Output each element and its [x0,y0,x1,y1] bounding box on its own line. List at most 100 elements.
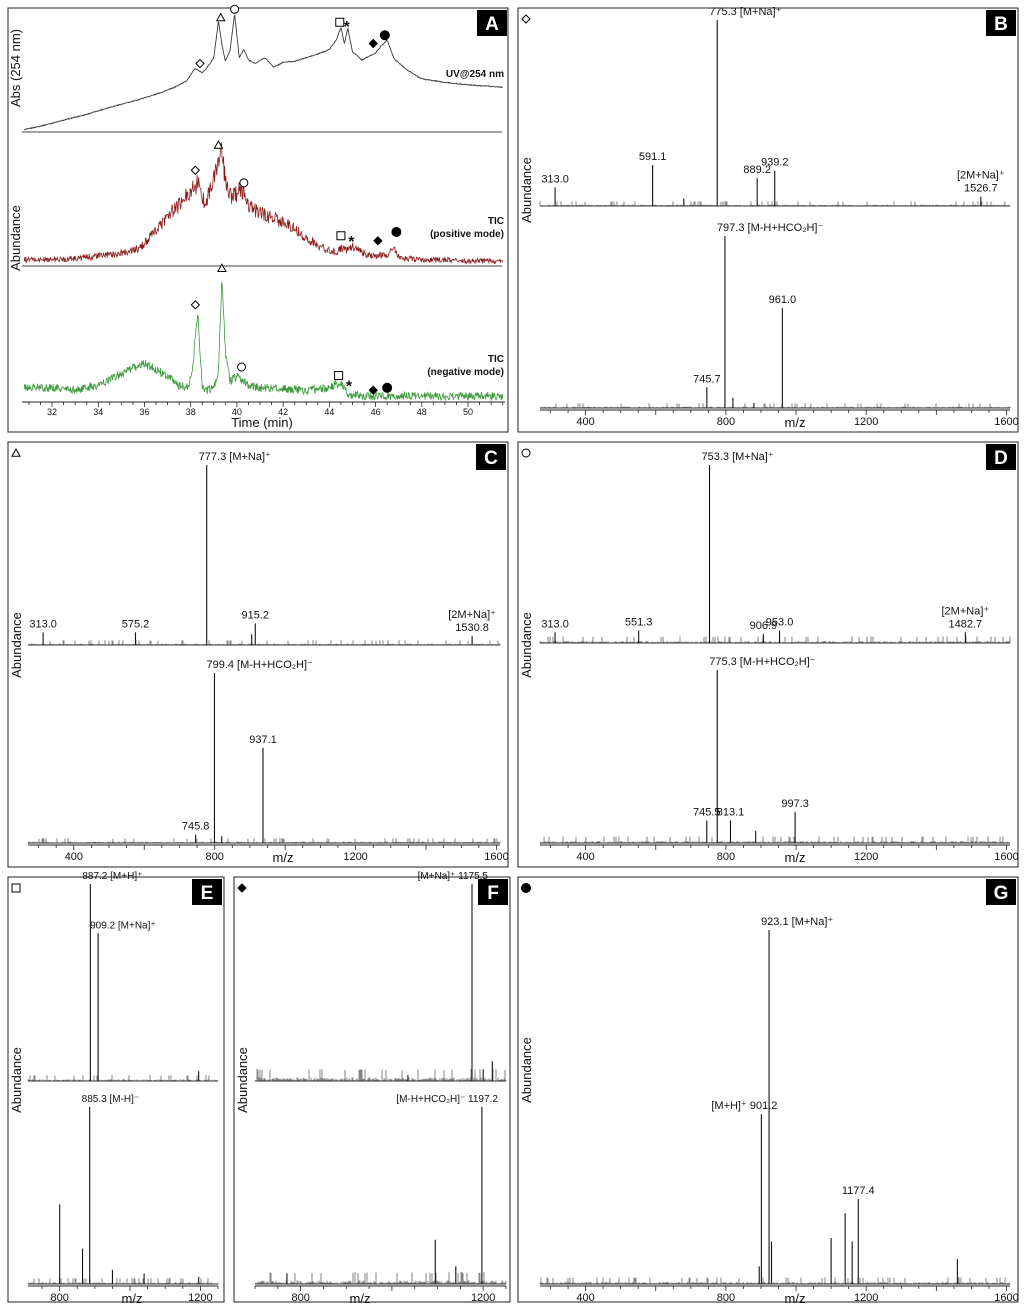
mz-tick-label: 800 [717,1292,735,1304]
panel-frame-E [7,876,225,1303]
peak-label: [M+H]⁺ 901.2 [711,1100,777,1112]
compound-marker-F-shape [237,883,247,893]
mz-tick-label: 1200 [854,851,878,863]
mz-tick-label: 800 [291,1292,309,1304]
peak-marker-circle-filled [379,30,390,41]
peak-marker-circle-open-shape [237,362,247,372]
compound-marker-G [521,883,531,893]
peak-marker-square-open-shape [334,371,344,381]
peak-label: 885.3 [M-H]⁻ [82,1094,140,1105]
mz-tick-label: 1600 [994,851,1018,863]
time-tick-label: 46 [371,407,381,417]
time-tick-label: 44 [324,407,334,417]
panel-label-box-E [192,879,222,905]
compound-marker-G-shape [521,883,531,893]
mz-tick-label: 1200 [854,1292,878,1304]
peak-label: 797.3 [M-H+HCO₂H]⁻ [717,222,824,234]
time-axis-title: Time (min) [231,415,293,430]
peak-marker-triangle-open [213,140,224,149]
time-tick-label: 38 [186,407,196,417]
peak-marker-circle-filled [382,382,393,393]
time-tick-label: 36 [139,407,149,417]
mz-tick-label: 1200 [343,851,367,863]
compound-marker-D [521,448,531,458]
panel-label-box-C [476,444,506,470]
mz-axis-title: m/z [785,1291,806,1306]
peak-marker-asterisk: * [344,19,351,36]
peak-marker-circle-filled-shape [379,30,390,41]
mz-tick-label: 400 [576,416,594,428]
panel-frame-D [517,441,1019,868]
panel-frame-F [233,876,511,1303]
mz-tick-label: 400 [576,851,594,863]
peak-marker-square-open-shape [336,231,346,241]
panel-label-E: E [201,883,214,904]
peak-label: 961.0 [769,294,797,306]
series-label: TIC [488,354,504,365]
peak-label: 775.3 [M-H+HCO₂H]⁻ [709,656,816,668]
peak-label: 813.1 [717,807,745,819]
peak-marker-triangle-open [217,263,227,272]
panel-frame-B [517,7,1019,433]
peak-label: 923.1 [M+Na]⁺ [761,916,833,928]
series-label: (negative mode) [427,367,504,378]
time-tick-label: 32 [47,407,57,417]
trace-tic-negative-mode- [23,282,504,402]
panel-label-A: A [485,14,499,35]
time-tick-label: 48 [417,407,427,417]
peak-marker-diamond-filled [368,385,378,395]
peak-marker-diamond-filled [368,38,378,49]
peak-marker-triangle-open [215,12,226,22]
mz-axis-title: m/z [350,1291,371,1306]
mz-tick-label: 1200 [188,1292,212,1304]
peak-marker-asterisk-shape: * [344,19,351,36]
peak-marker-diamond-filled-shape [368,38,378,49]
panel-label-B: B [994,14,1008,35]
series-label: TIC [488,216,504,227]
peak-label: 591.1 [639,151,667,163]
peak-label: 953.0 [766,617,794,629]
compound-marker-F [237,883,247,893]
abundance-axis-title: Abundance [235,1047,250,1113]
peak-label: 1177.4 [842,1185,875,1197]
peak-label: 937.1 [249,734,277,746]
peak-label: 745.8 [182,821,210,833]
mz-tick-label: 800 [50,1292,68,1304]
peak-marker-triangle-open-shape [217,263,227,272]
panel-label-box-G [986,879,1016,905]
mz-axis-title: m/z [785,415,806,430]
compound-marker-E-shape [11,883,21,893]
panel-label-C: C [484,448,498,469]
peak-label: 906.9 [750,620,778,632]
uv-axis-title: Abs (254 nm) [8,29,23,107]
peak-marker-diamond-open [195,58,205,69]
panel-label-box-B [986,10,1016,36]
abundance-axis-title: Abundance [519,1037,534,1103]
peak-label: 745.5 [693,807,721,819]
peak-label-extra: [2M+Na]⁺ [957,170,1005,182]
trace-tic-positive-mode- [23,141,504,265]
series-label: UV@254 nm [446,69,504,80]
peak-label: 909.2 [M+Na]⁺ [90,920,156,931]
time-tick-label: 34 [93,407,103,417]
peak-marker-circle-open [239,178,249,188]
peak-label: 1530.8 [455,622,489,634]
peak-marker-asterisk-shape: * [348,234,355,251]
panel-label-box-A [477,10,507,36]
peak-label: 313.0 [29,618,57,630]
abundance-axis-title: Abundance [519,612,534,678]
panel-label-box-D [986,444,1016,470]
compound-marker-B [521,14,531,24]
peak-label: 313.0 [541,173,569,185]
peak-marker-circle-open [230,4,240,14]
mz-axis-title: m/z [273,850,294,865]
peak-label: 753.3 [M+Na]⁺ [702,451,774,463]
peak-marker-triangle-open-shape [215,12,226,22]
mz-tick-label: 800 [206,851,224,863]
compound-marker-D-shape [521,448,531,458]
time-tick-label: 42 [278,407,288,417]
peak-marker-asterisk: * [348,234,355,251]
trace-uv-254-nm [23,13,503,131]
panel-label-D: D [994,448,1008,469]
peak-label: 799.4 [M-H+HCO₂H]⁻ [206,659,313,671]
